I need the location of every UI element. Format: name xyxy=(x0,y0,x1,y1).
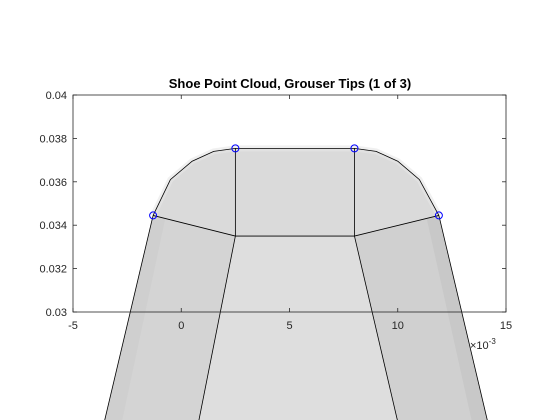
y-tick-label: 0.03 xyxy=(46,307,67,319)
left-wall xyxy=(104,215,236,420)
edge-left-top xyxy=(153,215,236,237)
x-tick-label: -5 xyxy=(68,320,78,332)
x-tick-label: 10 xyxy=(392,320,404,332)
edge-inner-left xyxy=(198,235,236,420)
edge-outer-right xyxy=(438,215,488,420)
right-wall xyxy=(354,215,488,420)
axes: -5 0 5 10 15 0.03 0.032 0.034 0.036 0.038 0.04 xyxy=(39,90,512,332)
x-tick-label: 5 xyxy=(286,320,292,332)
right-shade xyxy=(426,215,488,420)
chart-title: Shoe Point Cloud, Grouser Tips (1 of 3) xyxy=(169,76,411,91)
top-face xyxy=(153,148,439,236)
y-tick-label: 0.034 xyxy=(39,220,67,232)
x-exponent-label: ×10-3 xyxy=(470,337,496,352)
data-point xyxy=(149,211,158,220)
x-exponent-power: -3 xyxy=(489,337,497,346)
data-point xyxy=(434,211,443,220)
x-tick-label: 15 xyxy=(500,320,512,332)
edge-inner-right xyxy=(354,235,398,420)
front-wall xyxy=(198,236,398,420)
edge-right-top xyxy=(354,215,439,237)
y-tick-label: 0.04 xyxy=(46,90,67,102)
x-tick-label: 0 xyxy=(178,320,184,332)
rim-edge xyxy=(152,147,440,216)
y-tick-label: 0.038 xyxy=(39,133,67,145)
y-tick-label: 0.032 xyxy=(39,264,67,276)
left-shade xyxy=(104,215,166,420)
shoe-surface xyxy=(104,145,488,420)
grouser-tip-points xyxy=(149,144,443,220)
y-tick-label: 0.036 xyxy=(39,177,67,189)
data-point xyxy=(350,144,359,153)
data-point xyxy=(231,144,240,153)
edge-outer-left xyxy=(104,215,154,420)
